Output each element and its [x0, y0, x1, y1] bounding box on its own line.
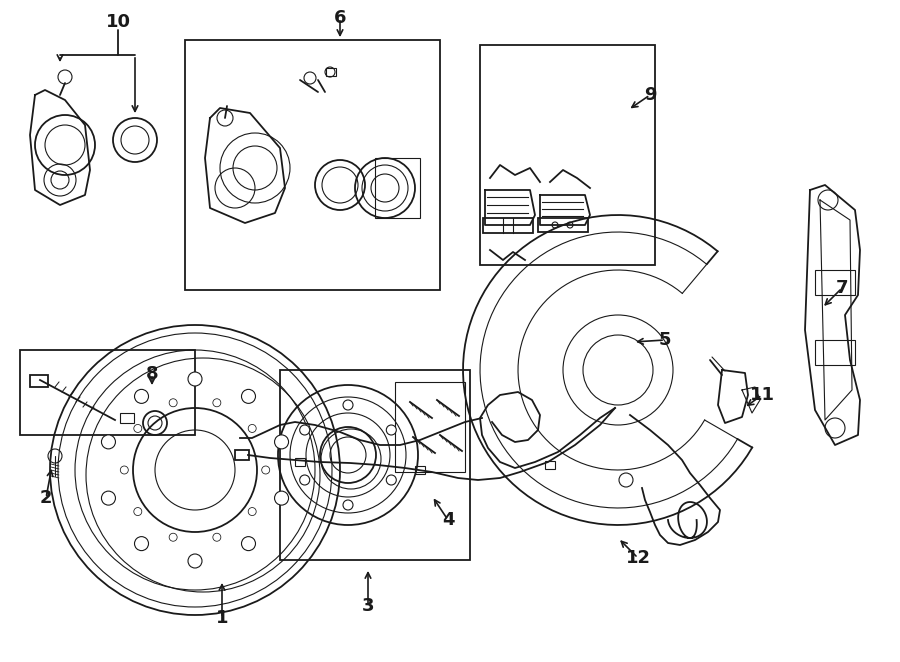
Circle shape	[134, 424, 142, 432]
Text: 2: 2	[40, 489, 52, 507]
Circle shape	[300, 425, 310, 435]
Circle shape	[188, 554, 202, 568]
Circle shape	[386, 475, 396, 485]
Circle shape	[121, 466, 129, 474]
Text: 8: 8	[146, 365, 158, 383]
Text: 9: 9	[644, 86, 656, 104]
Circle shape	[343, 500, 353, 510]
Text: 11: 11	[750, 386, 775, 404]
Circle shape	[274, 491, 289, 505]
Bar	[295, 458, 305, 466]
Circle shape	[102, 435, 115, 449]
Circle shape	[212, 399, 220, 406]
Text: 1: 1	[216, 609, 229, 627]
Bar	[326, 68, 336, 76]
Bar	[375, 158, 420, 218]
Text: 7: 7	[836, 279, 848, 297]
Bar	[30, 375, 48, 387]
Bar	[815, 270, 855, 295]
Text: 6: 6	[334, 9, 346, 27]
Circle shape	[248, 424, 256, 432]
Bar	[815, 340, 855, 365]
Bar	[415, 466, 425, 474]
Text: 4: 4	[442, 511, 454, 529]
Circle shape	[169, 399, 177, 406]
Bar	[395, 382, 465, 472]
Bar	[235, 450, 249, 460]
Circle shape	[248, 508, 256, 516]
Bar	[20, 350, 195, 435]
Circle shape	[343, 400, 353, 410]
Circle shape	[102, 491, 115, 505]
Bar	[480, 45, 655, 265]
Circle shape	[212, 533, 220, 542]
Circle shape	[300, 475, 310, 485]
Text: 12: 12	[626, 549, 651, 567]
Circle shape	[274, 435, 289, 449]
Circle shape	[134, 389, 148, 403]
Circle shape	[134, 537, 148, 551]
Circle shape	[188, 372, 202, 386]
Circle shape	[134, 508, 142, 516]
Circle shape	[241, 389, 256, 403]
Text: 3: 3	[362, 597, 374, 615]
Bar	[483, 218, 533, 233]
Bar	[538, 218, 588, 232]
Circle shape	[619, 473, 633, 487]
Bar	[545, 461, 555, 469]
Text: 5: 5	[659, 331, 671, 349]
Circle shape	[262, 466, 270, 474]
Bar	[280, 370, 470, 560]
Bar	[120, 413, 134, 423]
Circle shape	[169, 533, 177, 542]
Text: 10: 10	[105, 13, 130, 31]
Circle shape	[386, 425, 396, 435]
Circle shape	[241, 537, 256, 551]
Bar	[185, 40, 440, 290]
